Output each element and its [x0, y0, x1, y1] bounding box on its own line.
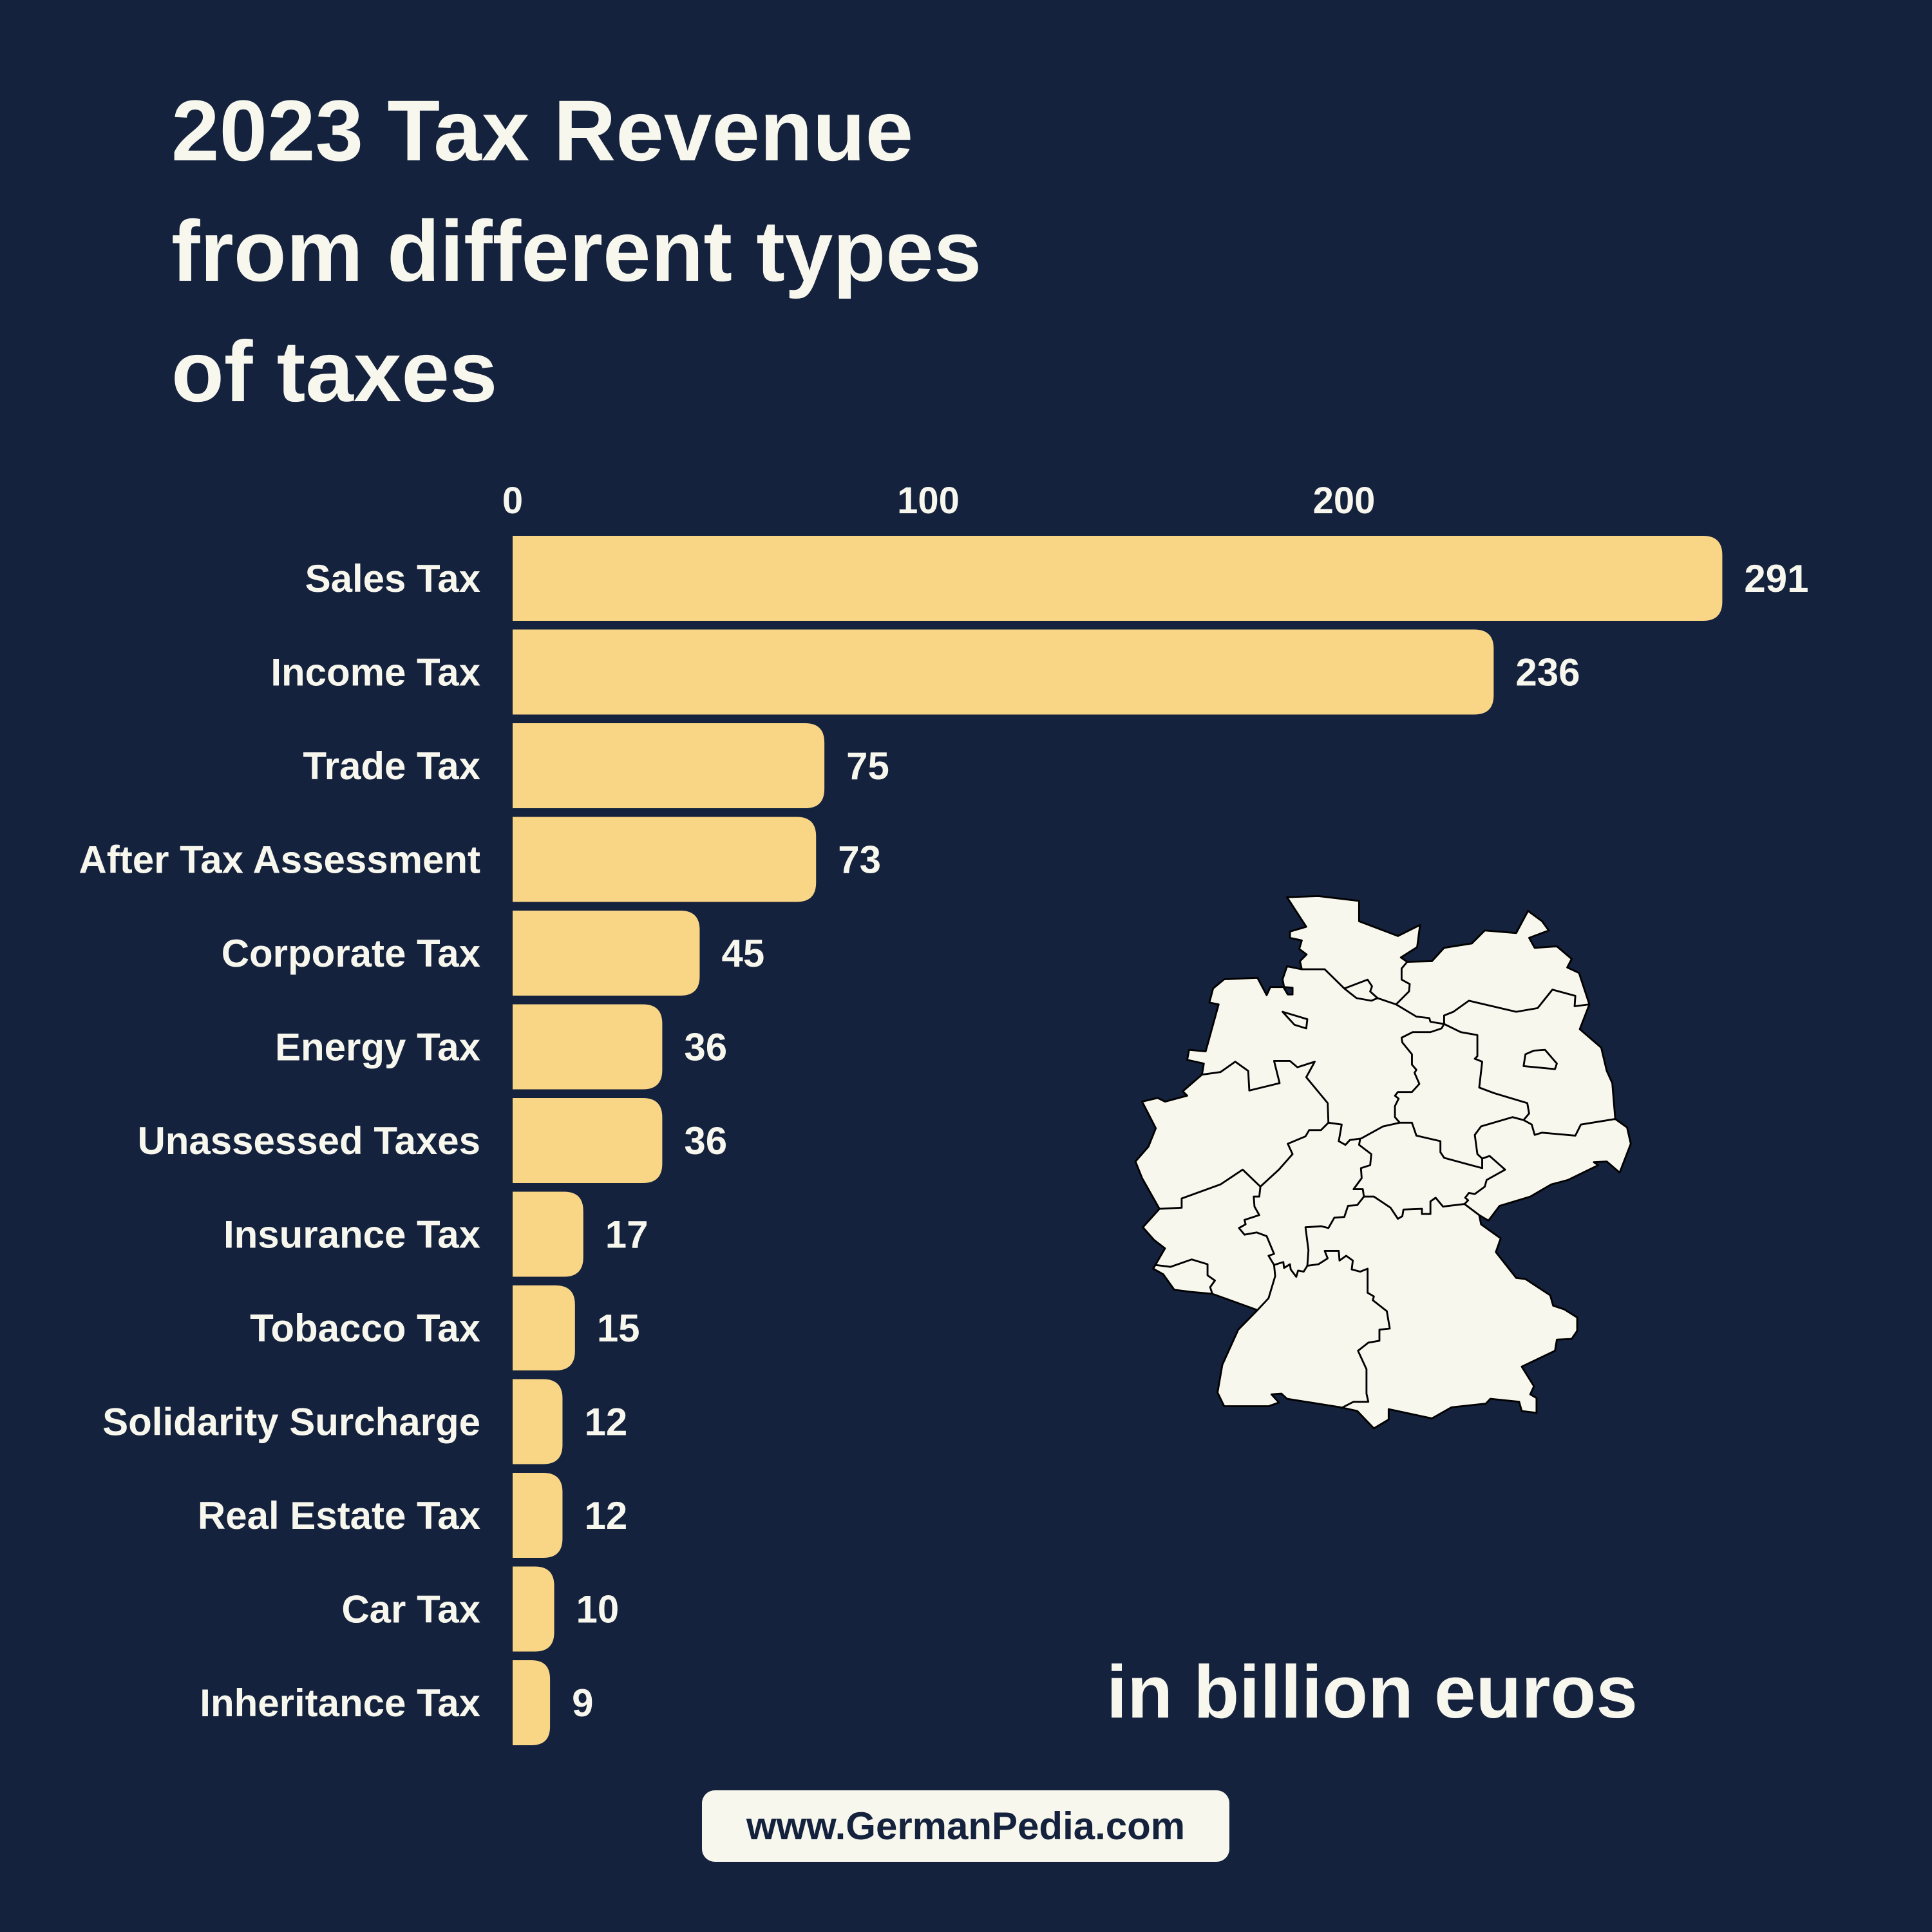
value-label: 45 [721, 932, 764, 975]
bar [513, 629, 1494, 715]
germany-outline [1134, 895, 1632, 1430]
category-label: Real Estate Tax [198, 1494, 480, 1537]
bar [513, 911, 700, 996]
category-label: Insurance Tax [223, 1213, 480, 1256]
value-label: 9 [572, 1681, 593, 1725]
value-label: 36 [684, 1119, 727, 1162]
bar [513, 1660, 551, 1745]
category-label: Unassessed Taxes [137, 1119, 480, 1162]
value-label: 12 [584, 1401, 627, 1444]
category-label: Solidarity Surcharge [102, 1401, 480, 1444]
title-line: from different types [171, 204, 982, 299]
value-label: 15 [597, 1307, 640, 1350]
bar [513, 1098, 663, 1183]
bar [513, 817, 817, 902]
value-label: 73 [838, 838, 881, 882]
category-label: After Tax Assessment [79, 838, 480, 882]
category-label: Car Tax [341, 1588, 480, 1631]
value-label: 10 [576, 1588, 620, 1631]
category-label: Corporate Tax [222, 932, 480, 975]
bar [513, 1004, 663, 1090]
value-label: 12 [584, 1494, 627, 1537]
value-label: 17 [605, 1213, 649, 1256]
x-tick-label: 200 [1313, 480, 1376, 522]
x-tick-label: 100 [897, 480, 960, 522]
value-label: 291 [1744, 557, 1808, 600]
berlin-border [1522, 1048, 1558, 1070]
value-label: 236 [1515, 651, 1580, 694]
category-label: Inheritance Tax [200, 1681, 480, 1725]
value-label: 75 [846, 744, 889, 788]
website-badge[interactable]: www.GermanPedia.com [702, 1790, 1229, 1862]
bar [513, 1379, 563, 1464]
unit-label: in billion euros [1106, 1650, 1638, 1734]
category-label: Tobacco Tax [250, 1307, 480, 1350]
value-label: 36 [684, 1026, 727, 1069]
bar [513, 1191, 583, 1277]
x-tick-label: 0 [502, 480, 523, 522]
bar [513, 1473, 563, 1558]
bar [513, 723, 825, 808]
category-label: Energy Tax [275, 1026, 480, 1069]
bar [513, 1285, 575, 1370]
bremen-border [1282, 1010, 1309, 1030]
category-label: Income Tax [270, 651, 480, 694]
germany-map-icon [1134, 895, 1632, 1430]
bar [513, 1566, 554, 1652]
website-link[interactable]: www.GermanPedia.com [746, 1804, 1186, 1848]
title-line: of taxes [171, 324, 498, 420]
bar [513, 536, 1723, 621]
category-label: Trade Tax [303, 744, 480, 788]
hamburg-border [1343, 978, 1379, 1002]
chart-title: 2023 Tax Revenue from different types of… [171, 71, 981, 432]
title-line: 2023 Tax Revenue [171, 83, 914, 179]
category-label: Sales Tax [305, 557, 480, 600]
